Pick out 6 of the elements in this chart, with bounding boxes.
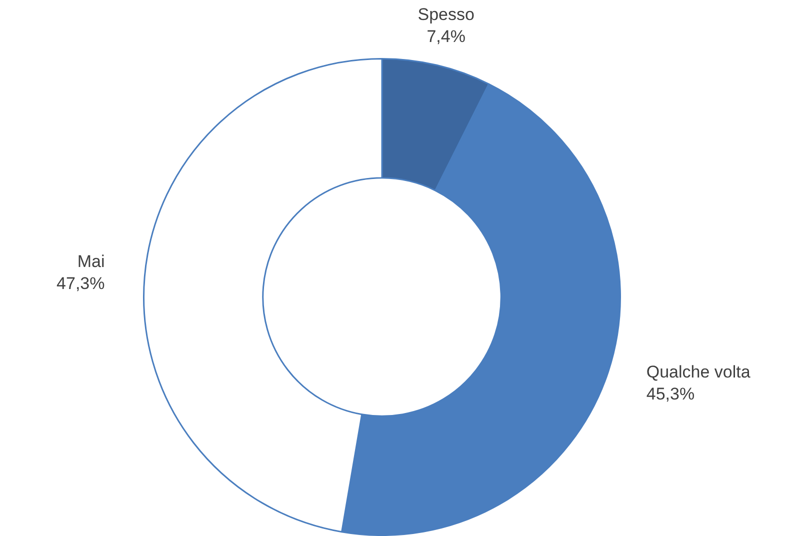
data-label: 47,3% [56,274,105,294]
data-label: 7,4% [426,26,466,46]
data-label: 45,3% [646,384,695,404]
slice-label: Mai [77,252,105,272]
slice-label: Spesso [418,4,474,24]
slice-label: Qualche volta [646,362,751,382]
